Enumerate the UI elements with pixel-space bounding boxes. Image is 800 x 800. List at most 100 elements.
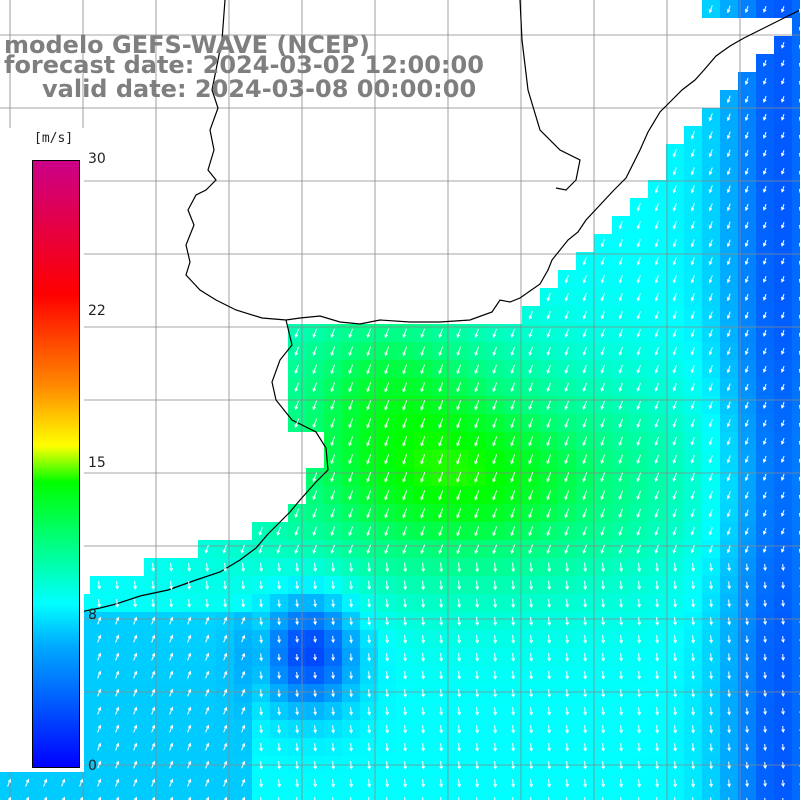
wind-arrow: [510, 472, 516, 483]
wind-arrow: [456, 472, 462, 483]
wind-arrow: [583, 634, 588, 645]
wind-arrow: [600, 544, 605, 555]
wind-arrow: [97, 724, 102, 733]
wind-arrow: [726, 437, 731, 446]
wind-arrow: [529, 689, 534, 698]
wind-arrow: [744, 383, 749, 392]
wind-arrow: [312, 364, 318, 375]
wind-arrow: [601, 616, 606, 627]
wind-arrow: [601, 598, 606, 609]
wind-arrow: [457, 761, 462, 770]
wind-cell: [468, 792, 486, 800]
wind-arrow: [654, 293, 659, 302]
wind-cell: [792, 594, 800, 612]
wind-arrow: [61, 778, 66, 787]
wind-arrow: [223, 778, 228, 787]
wind-arrow: [456, 454, 462, 465]
wind-arrow: [655, 635, 660, 644]
wind-arrow: [474, 436, 480, 447]
wind-arrow: [151, 706, 156, 715]
wind-arrow: [313, 671, 317, 680]
wind-arrow: [744, 455, 749, 464]
wind-arrow: [169, 652, 174, 661]
wind-arrow: [654, 400, 659, 410]
wind-cell: [792, 324, 800, 342]
wind-arrow: [726, 275, 731, 284]
wind-arrow: [510, 346, 515, 356]
wind-arrow: [295, 689, 299, 698]
wind-arrow: [763, 149, 767, 157]
wind-arrow: [151, 562, 156, 573]
wind-arrow: [403, 779, 408, 788]
wind-arrow: [510, 454, 516, 465]
wind-arrow: [331, 689, 335, 698]
wind-arrow: [727, 761, 731, 770]
wind-arrow: [420, 508, 426, 519]
wind-arrow: [690, 239, 695, 248]
wind-arrow: [313, 725, 317, 734]
wind-arrow: [205, 652, 210, 661]
wind-arrow: [403, 671, 408, 680]
wind-arrow: [97, 652, 102, 661]
wind-arrow: [510, 418, 516, 429]
wind-arrow: [241, 652, 246, 661]
wind-arrow: [331, 599, 335, 608]
wind-arrow: [690, 203, 695, 212]
wind-arrow: [384, 508, 390, 519]
wind-arrow: [726, 149, 731, 158]
wind-arrow: [600, 526, 605, 537]
wind-arrow: [565, 725, 570, 734]
wind-arrow: [402, 472, 408, 483]
wind-arrow: [313, 562, 318, 573]
wind-arrow: [709, 599, 713, 608]
wind-arrow: [745, 689, 749, 698]
wind-arrow: [438, 382, 444, 393]
wind-arrow: [205, 760, 210, 769]
wind-arrow: [133, 581, 138, 590]
wind-arrow: [151, 652, 156, 661]
wind-arrow: [546, 454, 552, 465]
wind-arrow: [420, 346, 426, 357]
wind-arrow: [546, 293, 551, 302]
wind-arrow: [601, 707, 606, 716]
wind-arrow: [636, 382, 641, 392]
wind-arrow: [187, 778, 192, 787]
wind-arrow: [421, 634, 426, 645]
wind-arrow: [385, 779, 390, 788]
wind-arrow: [510, 508, 516, 519]
wind-arrow: [349, 562, 354, 573]
wind-arrow: [727, 581, 731, 590]
wind-cell: [792, 234, 800, 252]
wind-arrow: [385, 616, 390, 627]
wind-arrow: [25, 778, 30, 787]
wind-arrow: [636, 526, 641, 537]
wind-arrow: [474, 400, 480, 411]
wind-arrow: [744, 401, 749, 410]
wind-arrow: [690, 293, 695, 302]
wind-arrow: [493, 652, 498, 663]
wind-arrow: [636, 311, 641, 320]
wind-arrow: [528, 544, 534, 555]
wind-arrow: [259, 562, 264, 573]
wind-arrow: [529, 761, 534, 770]
wind-arrow: [205, 670, 210, 679]
wind-arrow: [708, 491, 713, 500]
wind-arrow: [403, 689, 408, 698]
wind-arrow: [781, 383, 785, 391]
wind-arrow: [420, 328, 425, 339]
wind-arrow: [781, 258, 785, 265]
wind-arrow: [384, 472, 390, 483]
wind-arrow: [601, 562, 606, 573]
wind-arrow: [618, 472, 623, 483]
wind-arrow: [277, 599, 281, 608]
wind-arrow: [708, 347, 713, 356]
wind-arrow: [421, 725, 426, 734]
wind-arrow: [744, 275, 749, 284]
wind-arrow: [726, 347, 731, 356]
wind-arrow: [133, 778, 138, 787]
wind-arrow: [601, 653, 606, 662]
wind-arrow: [348, 526, 354, 537]
wind-arrow: [600, 364, 605, 374]
wind-arrow: [493, 634, 498, 645]
wind-arrow: [726, 203, 731, 212]
